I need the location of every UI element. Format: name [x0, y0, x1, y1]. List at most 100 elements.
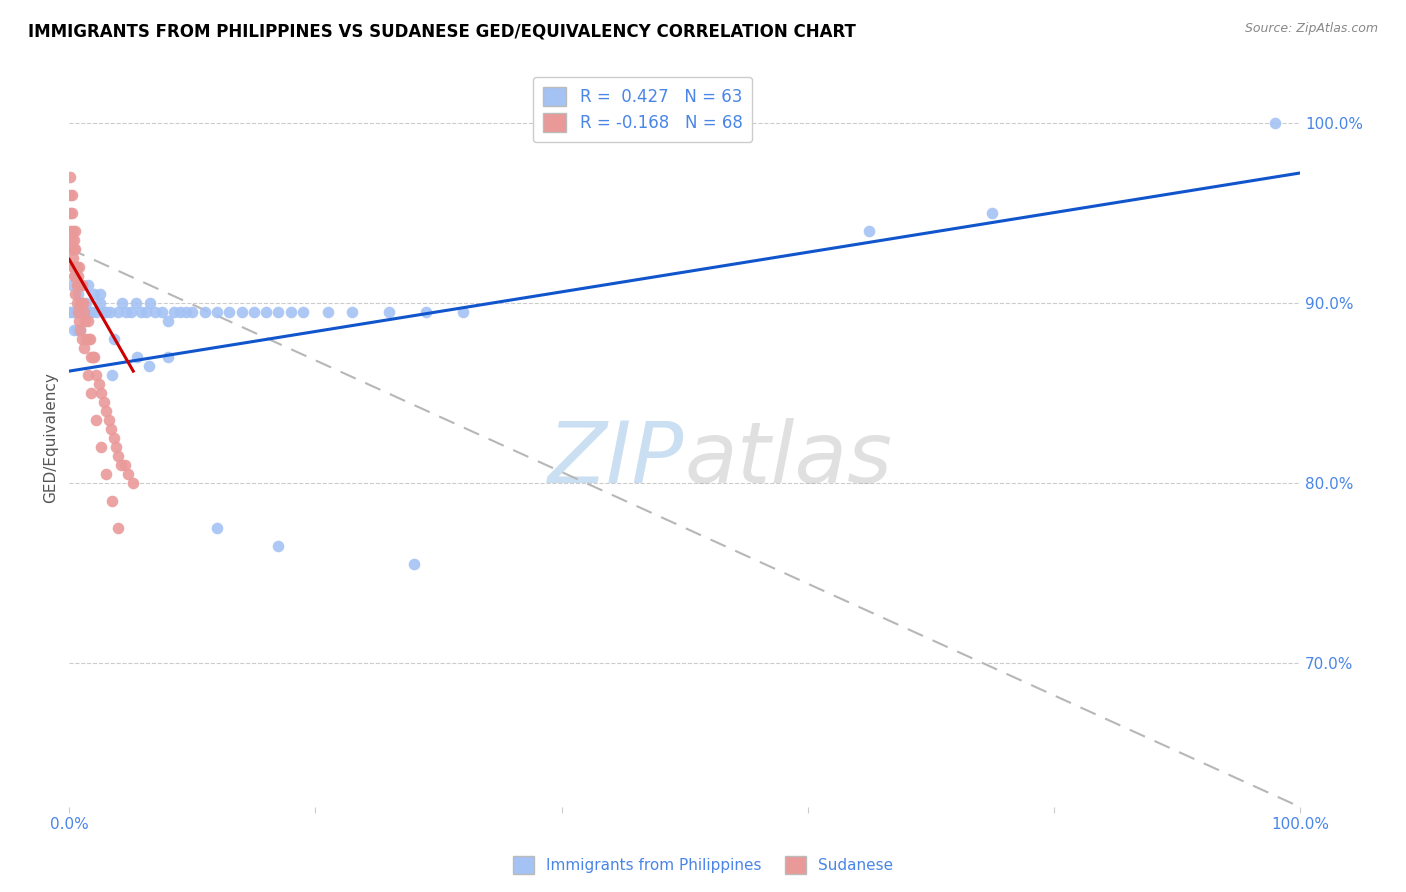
Point [105, 440, 128, 454]
Y-axis label: GED/Equivalency: GED/Equivalency [44, 372, 58, 503]
Point [80, 304, 103, 318]
Point [59, 224, 82, 238]
Point [243, 304, 266, 318]
Point [93, 304, 115, 318]
Point [83, 350, 105, 364]
Point [62, 251, 84, 265]
Point [103, 431, 125, 445]
Point [60, 242, 83, 256]
Point [65, 323, 87, 337]
Point [73, 304, 96, 318]
Point [76, 314, 98, 328]
Point [67, 314, 90, 328]
Point [65, 268, 87, 283]
Legend: R =  0.427   N = 63, R = -0.168   N = 68: R = 0.427 N = 63, R = -0.168 N = 68 [533, 77, 752, 142]
Point [120, 304, 142, 318]
Point [67, 277, 90, 292]
Point [70, 295, 93, 310]
Point [59, 205, 82, 219]
Point [267, 539, 290, 553]
Point [93, 394, 115, 409]
Point [145, 304, 167, 318]
Point [103, 332, 125, 346]
Point [62, 260, 84, 274]
Point [69, 277, 91, 292]
Point [67, 260, 90, 274]
Point [125, 295, 148, 310]
Point [66, 268, 89, 283]
Point [150, 304, 173, 318]
Point [69, 295, 91, 310]
Point [342, 304, 364, 318]
Point [87, 376, 110, 391]
Text: IMMIGRANTS FROM PHILIPPINES VS SUDANESE GED/EQUIVALENCY CORRELATION CHART: IMMIGRANTS FROM PHILIPPINES VS SUDANESE … [28, 22, 856, 40]
Point [114, 458, 136, 472]
Point [194, 304, 217, 318]
Point [65, 295, 87, 310]
Point [73, 341, 96, 355]
Point [70, 332, 93, 346]
Point [125, 350, 148, 364]
Point [101, 493, 124, 508]
Point [76, 368, 98, 382]
Point [70, 277, 93, 292]
Point [60, 277, 83, 292]
Point [981, 205, 1004, 219]
Point [107, 304, 129, 318]
Point [156, 314, 179, 328]
Point [138, 359, 160, 373]
Point [59, 304, 82, 318]
Point [66, 277, 89, 292]
Point [378, 304, 401, 318]
Point [72, 295, 94, 310]
Point [402, 557, 425, 571]
Point [63, 260, 86, 274]
Point [267, 304, 290, 318]
Point [77, 304, 100, 318]
Point [62, 242, 84, 256]
Point [280, 304, 302, 318]
Point [65, 260, 87, 274]
Point [98, 304, 121, 318]
Point [69, 323, 91, 337]
Point [115, 304, 138, 318]
Point [60, 205, 83, 219]
Point [89, 286, 111, 301]
Point [174, 304, 197, 318]
Point [65, 224, 87, 238]
Point [205, 521, 228, 535]
Point [75, 295, 97, 310]
Point [62, 224, 84, 238]
Point [60, 233, 83, 247]
Point [84, 413, 107, 427]
Point [66, 286, 89, 301]
Point [65, 260, 87, 274]
Point [65, 277, 87, 292]
Point [451, 304, 474, 318]
Point [96, 467, 118, 481]
Point [101, 368, 124, 382]
Point [122, 475, 145, 490]
Point [107, 521, 129, 535]
Point [84, 304, 107, 318]
Point [66, 304, 89, 318]
Point [63, 323, 86, 337]
Text: Source: ZipAtlas.com: Source: ZipAtlas.com [1244, 22, 1378, 36]
Point [218, 304, 240, 318]
Point [205, 304, 228, 318]
Point [83, 286, 105, 301]
Point [110, 458, 132, 472]
Point [77, 332, 100, 346]
Point [60, 187, 83, 202]
Point [67, 304, 90, 318]
Point [65, 260, 87, 274]
Point [84, 368, 107, 382]
Point [163, 304, 186, 318]
Point [80, 350, 103, 364]
Point [231, 304, 253, 318]
Point [111, 295, 134, 310]
Point [69, 323, 91, 337]
Point [90, 440, 112, 454]
Point [139, 295, 162, 310]
Point [63, 242, 86, 256]
